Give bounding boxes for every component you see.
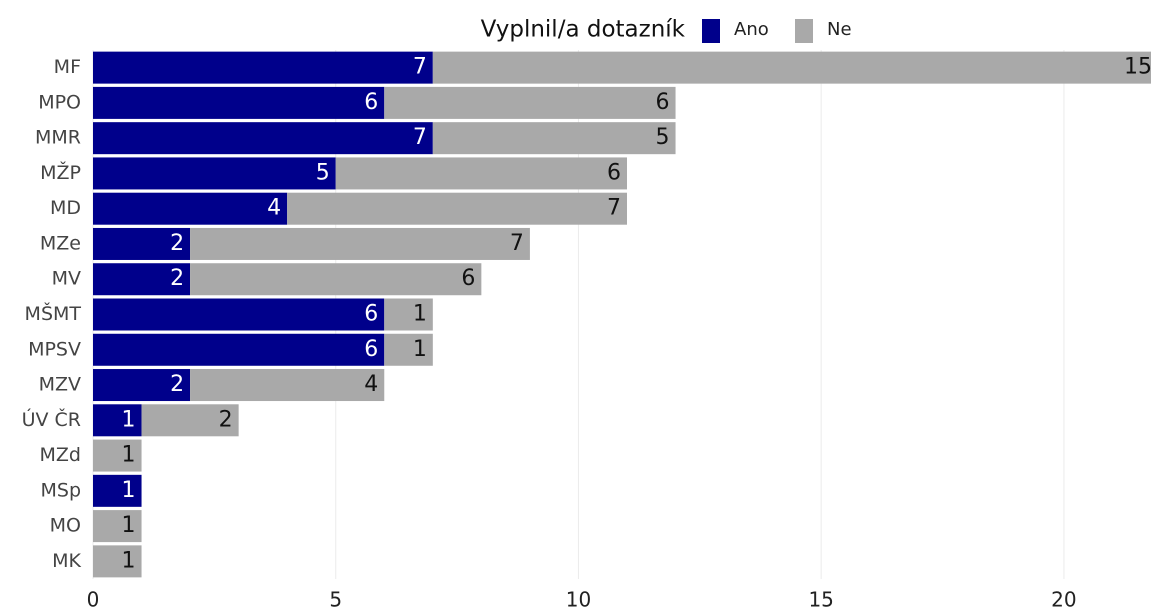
bar-label: 4 (364, 372, 378, 397)
bar-segment (93, 263, 191, 296)
bar-segment (432, 122, 676, 155)
bar-label: 1 (413, 337, 427, 362)
bar-label: 1 (122, 443, 136, 468)
bar-segment (384, 333, 433, 366)
bar-label: 2 (170, 231, 184, 256)
y-tick-label: MV (52, 268, 81, 290)
bar-label: 1 (122, 548, 136, 573)
y-tick-label: MF (54, 56, 81, 78)
bar-label: 1 (122, 478, 136, 503)
bar-label: 6 (656, 90, 670, 115)
bar-segment (190, 263, 482, 296)
bar-label: 15 (1124, 55, 1151, 80)
bar-segment (93, 333, 385, 366)
bar-segment (93, 474, 142, 507)
y-tick-label: MMR (35, 127, 81, 149)
legend-title: Vyplnil/a dotazník (481, 17, 686, 43)
legend-swatch (702, 19, 720, 43)
y-tick-label: MSp (40, 479, 81, 501)
y-tick-label: MŽP (40, 161, 81, 184)
y-tick-label: MD (50, 197, 81, 219)
bar-segment (287, 192, 627, 225)
y-tick-label: MŠMT (25, 301, 82, 325)
bar-label: 5 (316, 160, 330, 185)
bar-label: 7 (413, 55, 427, 80)
bar-label: 2 (170, 372, 184, 397)
bar-label: 6 (461, 266, 475, 291)
bar-label: 5 (656, 125, 670, 150)
bar-segment (190, 369, 385, 402)
bar-label: 6 (364, 337, 378, 362)
bar-label: 7 (413, 125, 427, 150)
bar-segment (93, 51, 433, 84)
bar-label: 4 (267, 196, 281, 221)
y-tick-label: ÚV ČR (22, 407, 81, 431)
y-tick-label: MPSV (28, 338, 81, 360)
bar-segment (93, 369, 191, 402)
bar-label: 2 (170, 266, 184, 291)
bar-segment (93, 86, 385, 119)
bar-label: 6 (364, 90, 378, 115)
x-tick-label: 10 (566, 588, 591, 612)
bar-segment (141, 404, 239, 437)
bar-segment (432, 51, 1151, 84)
y-tick-label: MZV (39, 374, 81, 396)
legend-swatch (795, 19, 813, 43)
bar-label: 1 (122, 513, 136, 538)
bar-segment (384, 86, 676, 119)
bar-segment (190, 227, 530, 260)
bar-segment (335, 157, 627, 190)
bar-segment (93, 439, 142, 472)
bar-segment (93, 298, 385, 331)
x-tick-label: 15 (808, 588, 833, 612)
bar-label: 6 (607, 160, 621, 185)
bar-label: 6 (364, 302, 378, 327)
x-tick-label: 0 (87, 588, 100, 612)
bar-segment (93, 227, 191, 260)
bar-segment (93, 157, 336, 190)
bar-label: 7 (607, 196, 621, 221)
y-tick-label: MPO (38, 91, 81, 113)
x-tick-label: 20 (1051, 588, 1076, 612)
y-tick-label: MZd (40, 444, 81, 466)
y-tick-label: MZe (40, 232, 81, 254)
bar-label: 1 (122, 407, 136, 432)
bar-segment (93, 192, 288, 225)
bar-label: 1 (413, 302, 427, 327)
y-tick-label: MO (50, 515, 81, 537)
bar-segment (93, 122, 433, 155)
bar-label: 7 (510, 231, 524, 256)
bar-segment (93, 404, 142, 437)
y-tick-label: MK (52, 550, 81, 572)
bar-segment (93, 545, 142, 578)
legend-label: Ano (734, 19, 769, 40)
bar-segment (384, 298, 433, 331)
x-tick-label: 5 (329, 588, 342, 612)
legend-label: Ne (827, 19, 852, 40)
bar-segment (93, 510, 142, 543)
bar-label: 2 (219, 407, 233, 432)
